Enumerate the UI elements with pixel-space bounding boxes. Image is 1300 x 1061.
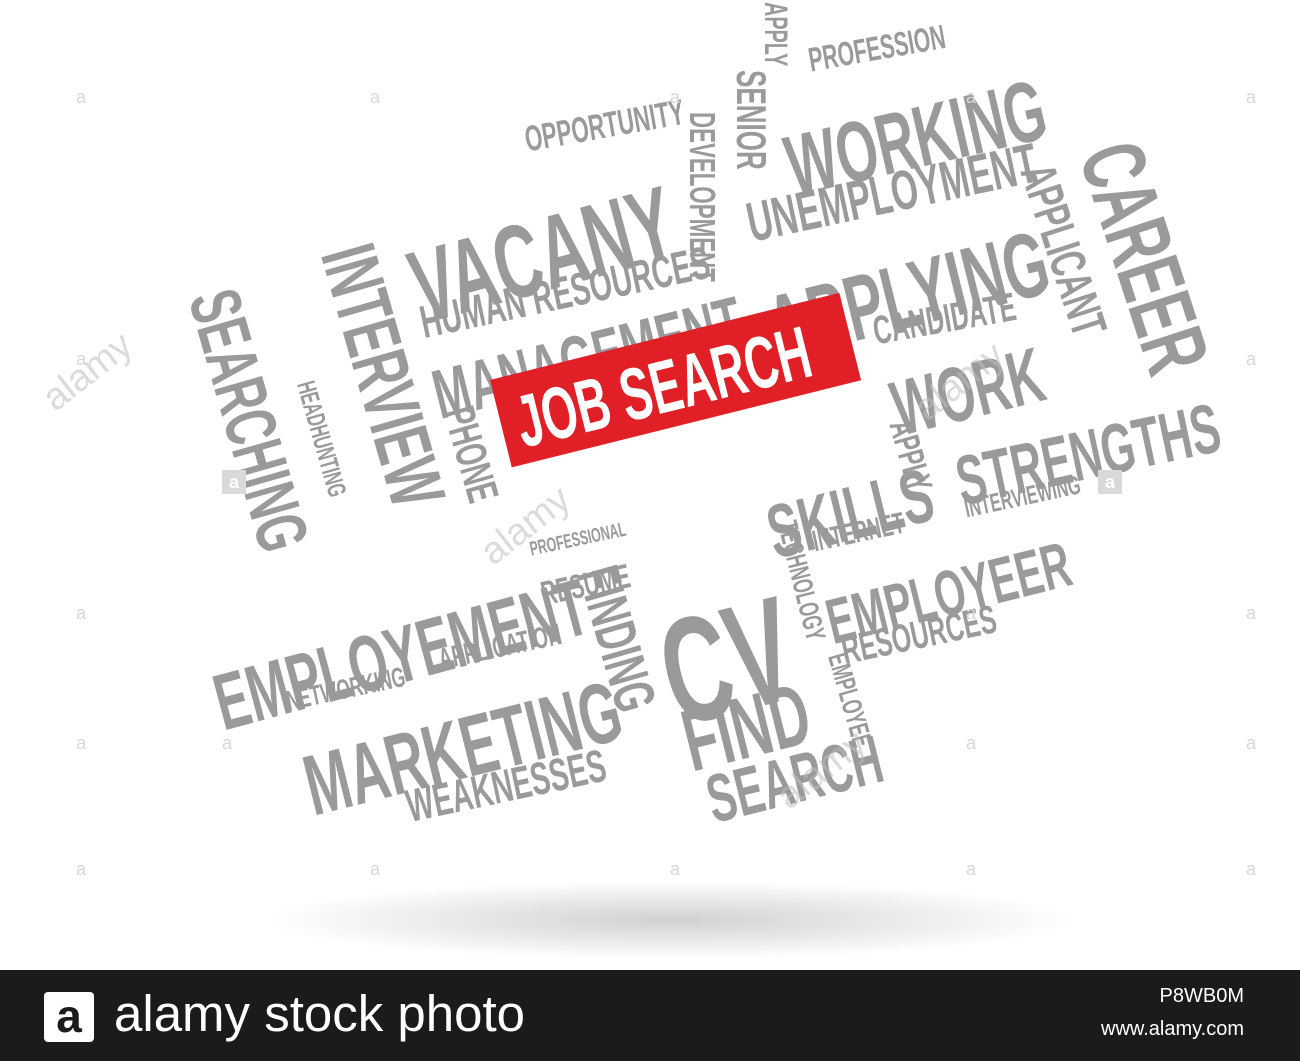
- watermark-mark: a: [76, 859, 87, 879]
- image-id: P8WB0M: [1159, 985, 1244, 1007]
- watermark-mark: a: [76, 349, 87, 369]
- brand-text: alamy stock photo: [114, 985, 526, 1042]
- watermark-mark: a: [1246, 349, 1257, 369]
- watermark-mark: a: [370, 87, 381, 107]
- word-profession: PROFESSION: [805, 18, 949, 80]
- word-apply-top: APPLY: [758, 2, 794, 67]
- stock-image-area: APPLY PROFESSION WORKING SENIOR OPPORTUN…: [34, 2, 1257, 960]
- watermark-mark: a: [966, 87, 977, 107]
- watermark-mark: a: [670, 859, 681, 879]
- watermark-mark: a: [222, 733, 233, 753]
- word-senior: SENIOR: [728, 70, 775, 170]
- watermark-mark: a: [76, 87, 87, 107]
- watermark-mark: a: [1246, 733, 1257, 753]
- watermark-mark: a: [76, 733, 87, 753]
- watermark-mark: a: [1246, 87, 1257, 107]
- watermark-mark: a: [670, 87, 681, 107]
- watermark-mark: a: [966, 603, 977, 623]
- alamy-logo-letter: a: [56, 990, 82, 1042]
- watermark-mark: a: [1246, 859, 1257, 879]
- watermark-box-icon: a: [222, 470, 246, 494]
- watermark-mark: a: [1246, 603, 1257, 623]
- watermark-mark: a: [370, 859, 381, 879]
- site-url: www.alamy.com: [1101, 1018, 1244, 1040]
- watermark-mark: a: [966, 859, 977, 879]
- footer-bar: a alamy stock photo P8WB0M www.alamy.com: [0, 970, 1300, 1061]
- watermark-box-icon: a: [1098, 470, 1122, 494]
- word-searching: SEARCHING: [172, 280, 324, 561]
- drop-shadow: [260, 880, 1080, 960]
- alamy-logo: a: [44, 990, 94, 1042]
- word-opportunity: OPPORTUNITY: [521, 91, 688, 160]
- watermark-mark: a: [76, 603, 87, 623]
- watermark-mark: a: [966, 733, 977, 753]
